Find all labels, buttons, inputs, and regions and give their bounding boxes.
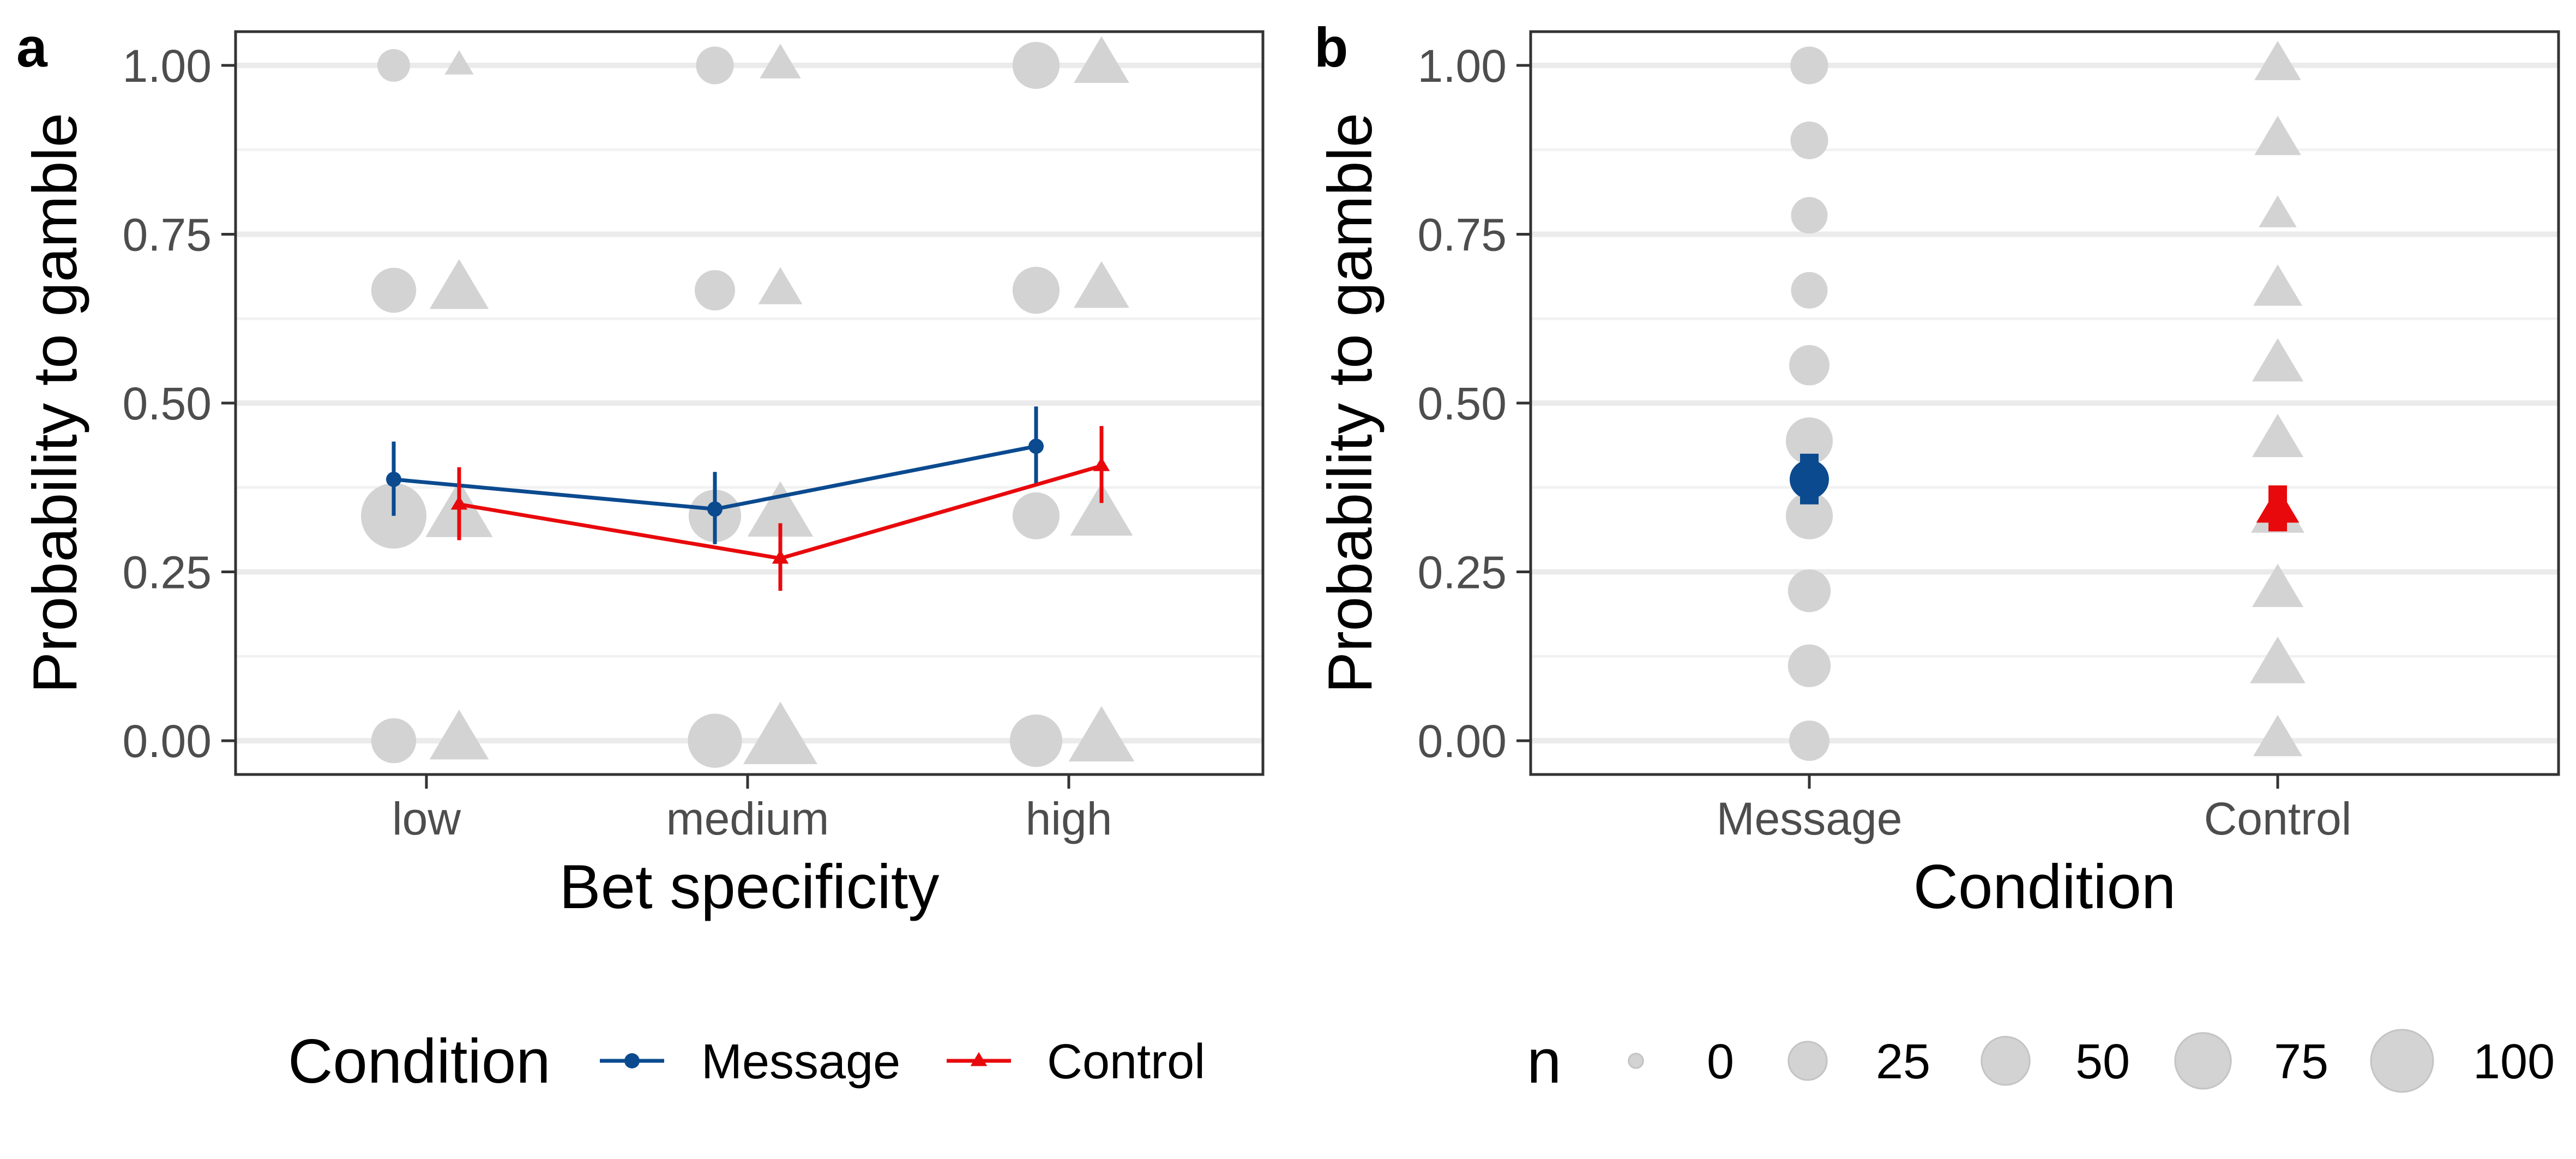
y-tick-label: 0.25 (1418, 547, 1507, 598)
raw-point (758, 267, 803, 304)
raw-point (1789, 345, 1829, 386)
raw-point (429, 710, 489, 760)
raw-point (1074, 36, 1129, 83)
x-tick-label: low (392, 793, 461, 844)
raw-point (2259, 195, 2297, 227)
legend-size-key (2174, 1032, 2232, 1090)
y-tick-label: 0.75 (123, 209, 212, 260)
legend-key-marker (970, 1052, 988, 1066)
raw-point (1789, 720, 1829, 761)
legend-size-key (1981, 1036, 2031, 1086)
raw-point (1785, 492, 1833, 539)
raw-point (695, 270, 735, 311)
legend-size-key (1628, 1053, 1644, 1069)
raw-point (747, 481, 814, 537)
legend-key-marker (624, 1053, 640, 1068)
legend-size-key (1787, 1041, 1828, 1081)
raw-point (760, 44, 801, 79)
x-axis-title: Condition (1913, 852, 2176, 922)
raw-point (1068, 706, 1135, 762)
raw-point (1787, 644, 1831, 687)
legend-label: 50 (2075, 1035, 2130, 1089)
raw-point (444, 50, 474, 75)
raw-point (1785, 417, 1833, 465)
y-tick-label: 0.50 (1418, 378, 1507, 429)
raw-point (371, 718, 417, 764)
point-control (1093, 457, 1110, 471)
legend-size-key (2370, 1029, 2434, 1093)
raw-point (1012, 267, 1060, 314)
raw-point (2252, 563, 2304, 607)
raw-point (1787, 569, 1831, 612)
raw-point (696, 46, 734, 85)
legend-title: n (1527, 1027, 1561, 1096)
y-axis-title: Probability to gamble (21, 113, 90, 694)
panel-tag: a (16, 16, 48, 79)
panel-a: 0.00 0.25 0.50 0.75 1.00 low medium high Bet spe… (16, 16, 1265, 922)
legend-label: 75 (2274, 1035, 2328, 1089)
raw-point (1790, 46, 1828, 85)
raw-point (1791, 272, 1828, 309)
raw-point (2252, 413, 2304, 458)
raw-point (2250, 636, 2306, 683)
raw-point (2253, 264, 2303, 306)
raw-point (1012, 41, 1060, 89)
legend-label: 25 (1876, 1035, 1930, 1089)
raw-point (2254, 116, 2301, 155)
raw-point (429, 259, 489, 309)
legend-label: Control (1047, 1035, 1205, 1089)
y-tick-label: 0.00 (1418, 716, 1507, 767)
legend-n: n 0 25 50 75 100 (1527, 1027, 2555, 1096)
y-tick-label: 1.00 (1418, 40, 1507, 92)
raw-point (743, 701, 818, 765)
point-message (707, 501, 723, 517)
y-tick-label: 0.75 (1418, 209, 1507, 260)
legend-title: Condition (288, 1027, 551, 1096)
y-tick-label: 1.00 (123, 40, 212, 92)
y-tick-label: 0.50 (123, 378, 212, 429)
legend-label: 100 (2473, 1035, 2555, 1089)
point-message (386, 471, 401, 487)
panel-tag: b (1314, 16, 1348, 79)
point-message (1028, 439, 1044, 454)
raw-point (371, 268, 417, 313)
x-tick-label: high (1026, 793, 1112, 844)
x-axis-title: Bet specificity (559, 852, 940, 922)
point-message (1790, 459, 1829, 499)
x-tick-label: Message (1717, 793, 1903, 844)
raw-point (2252, 338, 2304, 382)
legend-condition: Condition Message Control (288, 1027, 1205, 1096)
y-axis-title: Probability to gamble (1316, 113, 1385, 694)
raw-point (1009, 714, 1063, 767)
x-tick-label: Control (2204, 793, 2352, 844)
point-control (450, 495, 468, 510)
point-control (2256, 486, 2300, 523)
legend-label: 0 (1707, 1035, 1734, 1089)
raw-point (2254, 40, 2301, 80)
y-tick-label: 0.25 (123, 547, 212, 598)
raw-point (1070, 483, 1133, 536)
raw-point (1791, 197, 1828, 234)
point-control (772, 549, 789, 564)
raw-point (1790, 121, 1828, 159)
y-tick-label: 0.00 (123, 716, 212, 767)
raw-point (688, 713, 742, 768)
x-tick-label: medium (666, 793, 829, 844)
raw-point (1012, 492, 1060, 539)
raw-point (1074, 261, 1129, 308)
raw-point (2253, 714, 2303, 756)
legend-label: Message (701, 1035, 900, 1089)
panel-b: 0.00 0.25 0.50 0.75 1.00 Message Control Condit… (1314, 16, 2560, 922)
raw-point (377, 49, 410, 82)
